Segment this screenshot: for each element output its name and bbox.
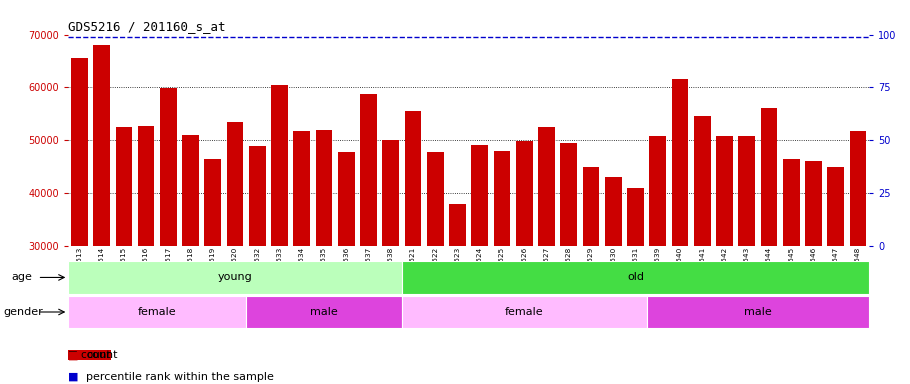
Bar	[338, 152, 355, 384]
Text: GDS5216 / 201160_s_at: GDS5216 / 201160_s_at	[68, 20, 226, 33]
Bar	[227, 122, 244, 384]
Bar	[538, 127, 555, 384]
Bar	[271, 85, 288, 384]
Bar	[450, 204, 466, 384]
Bar	[360, 94, 377, 384]
Text: old: old	[627, 272, 644, 283]
Bar	[493, 151, 511, 384]
Text: ■: ■	[68, 350, 79, 360]
Bar	[827, 167, 844, 384]
Bar	[68, 261, 402, 294]
Bar	[247, 296, 402, 328]
Text: count: count	[86, 350, 118, 360]
Text: ■ count: ■ count	[68, 350, 111, 360]
Bar	[402, 296, 647, 328]
Bar	[650, 136, 666, 384]
Bar	[402, 261, 869, 294]
Bar	[116, 127, 132, 384]
Bar	[205, 159, 221, 384]
Text: female: female	[505, 307, 543, 317]
Bar	[647, 296, 869, 328]
Bar	[627, 188, 643, 384]
Bar	[427, 152, 444, 384]
Text: age: age	[11, 272, 32, 283]
Text: percentile rank within the sample: percentile rank within the sample	[86, 372, 274, 382]
Bar	[71, 58, 87, 384]
Bar	[516, 141, 532, 384]
Bar	[68, 296, 247, 328]
Bar	[160, 88, 177, 384]
Bar	[382, 140, 399, 384]
Bar	[805, 161, 822, 384]
Bar	[850, 131, 866, 384]
Text: male: male	[744, 307, 772, 317]
Bar	[693, 116, 711, 384]
Bar	[405, 111, 421, 384]
Bar	[93, 45, 110, 384]
Text: female: female	[138, 307, 177, 317]
Bar	[471, 146, 488, 384]
Bar	[316, 130, 332, 384]
Bar	[761, 109, 777, 384]
Text: young: young	[217, 272, 252, 283]
Text: male: male	[310, 307, 338, 317]
Bar	[293, 131, 310, 384]
Bar	[605, 177, 622, 384]
Bar	[738, 136, 755, 384]
Bar	[783, 159, 800, 384]
Text: ■: ■	[68, 372, 79, 382]
Text: gender: gender	[4, 307, 44, 317]
Bar	[716, 136, 733, 384]
Bar	[182, 135, 199, 384]
Bar	[249, 147, 266, 384]
Bar	[672, 79, 688, 384]
Bar	[582, 167, 600, 384]
Bar	[137, 126, 155, 384]
Bar	[561, 143, 577, 384]
